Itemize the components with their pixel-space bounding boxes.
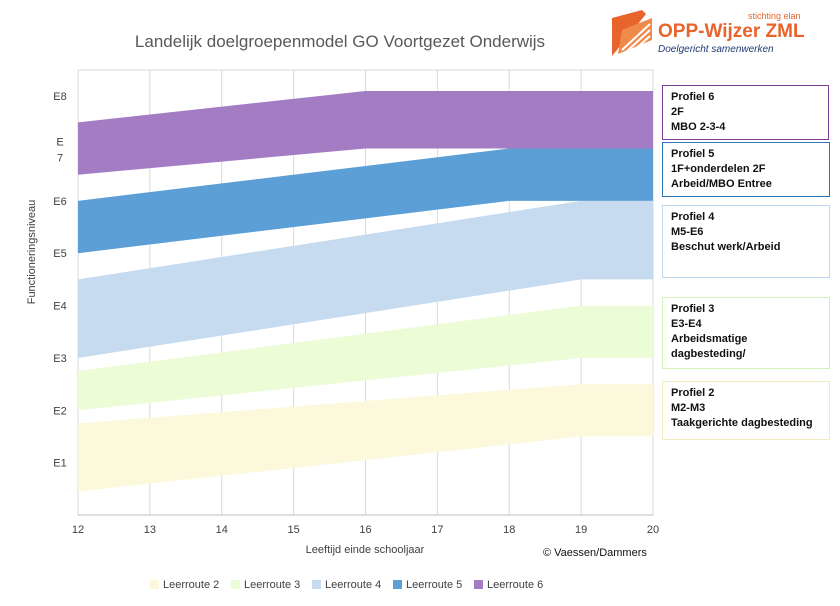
profile-line: 2F [671,106,684,118]
profile-line: E3-E4 [671,318,702,330]
logo: stichting elan OPP-Wijzer ZML Doelgerich… [612,8,832,58]
x-tick-label: 20 [647,524,659,536]
legend-swatch [231,580,240,589]
profile-line: Arbeid/MBO Entree [671,178,772,190]
logo-tagline: Doelgericht samenwerken [658,44,774,55]
x-tick-label: 12 [72,524,84,536]
legend-label: Leerroute 3 [244,579,300,591]
profile-line: Taakgerichte dagbesteding [671,417,813,429]
profile-line: Profiel 3 [671,303,715,315]
profile-box: Profiel 3 E3-E4 Arbeidsmatige dagbesteding/ [662,297,830,369]
legend-label: Leerroute 4 [325,579,381,591]
profile-line: 1F+onderdelen 2F [671,163,766,175]
x-tick-label: 15 [288,524,300,536]
y-axis-label: Functioneringsniveau [26,200,38,305]
y-tick-label: E4 [53,301,66,313]
x-tick-label: 16 [359,524,371,536]
profile-line: dagbesteding/ [671,348,746,360]
legend-label: Leerroute 5 [406,579,462,591]
legend-label: Leerroute 2 [163,579,219,591]
y-tick-label: E8 [53,91,66,103]
legend-swatch [150,580,159,589]
logo-stichting: stichting elan [748,11,801,21]
profile-line: Profiel 4 [671,211,715,223]
x-tick-label: 19 [575,524,587,536]
profile-box: Profiel 6 2F MBO 2-3-4 [662,85,829,140]
band-leerroute-2 [78,384,653,492]
y-tick-label: E6 [53,196,66,208]
profile-box: Profiel 5 1F+onderdelen 2F Arbeid/MBO Entr… [662,142,830,197]
y-tick-label: E3 [53,353,66,365]
x-tick-label: 18 [503,524,515,536]
x-axis-label: Leeftijd einde schooljaar [306,544,425,556]
copyright: © Vaessen/Dammers [543,547,647,559]
profile-line: M5-E6 [671,226,704,238]
logo-brand: OPP-Wijzer ZML [658,21,805,42]
y-tick-label: E2 [53,405,66,417]
band-leerroute-4 [78,200,653,358]
profile-line: MBO 2-3-4 [671,121,726,133]
y-tick-label: E5 [53,248,66,260]
profile-line: Beschut werk/Arbeid [671,241,781,253]
y-tick-label: E1 [53,458,66,470]
legend-label: Leerroute 6 [487,579,543,591]
x-tick-label: 13 [144,524,156,536]
profile-line: M2-M3 [671,402,706,414]
logo-mark-icon [612,10,652,56]
profile-line: Profiel 5 [671,148,715,160]
band-leerroute-3 [78,305,653,411]
profile-line: Arbeidsmatige [671,333,748,345]
profile-box: Profiel 4 M5-E6 Beschut werk/Arbeid [662,205,830,278]
band-leerroute-5 [78,148,653,254]
chart-title: Landelijk doelgroepenmodel GO Voortgezet… [134,32,546,51]
band-leerroute-6 [78,90,653,175]
profile-line: Profiel 2 [671,387,715,399]
profile-box: Profiel 2 M2-M3 Taakgerichte dagbesteding [662,381,830,440]
profile-line: Profiel 6 [671,91,715,103]
legend-swatch [393,580,402,589]
legend-swatch [312,580,321,589]
x-tick-label: 17 [431,524,443,536]
legend-swatch [474,580,483,589]
x-tick-label: 14 [216,524,228,536]
